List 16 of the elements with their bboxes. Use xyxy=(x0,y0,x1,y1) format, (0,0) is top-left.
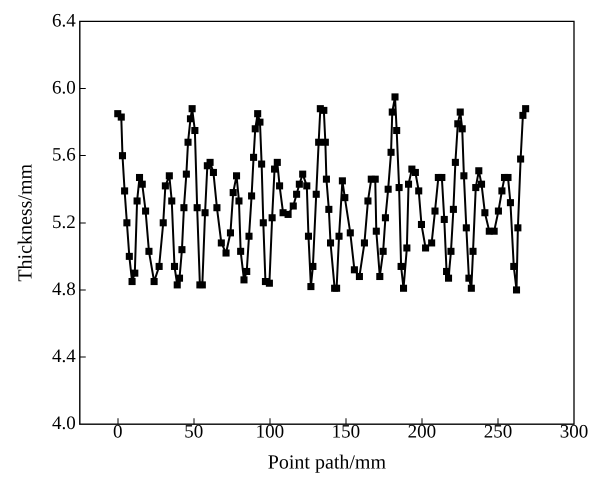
y-tick-label: 4.4 xyxy=(52,346,76,368)
y-tick-label: 4.0 xyxy=(52,413,76,434)
y-tick-label: 5.2 xyxy=(52,212,76,233)
x-tick-label: 250 xyxy=(484,422,512,443)
x-tick-label: 100 xyxy=(256,422,284,443)
x-tick-label: 150 xyxy=(332,422,360,443)
y-tick-label: 4.8 xyxy=(52,278,76,300)
x-axis-title: Point path/mm xyxy=(268,451,386,474)
y-tick-label: 6.4 xyxy=(52,10,76,32)
y-axis-title: Thickness/mm xyxy=(14,163,36,282)
x-tick-label: 0 xyxy=(113,422,123,443)
x-tick-label: 300 xyxy=(560,422,588,443)
x-tick-label: 50 xyxy=(184,422,204,443)
x-tick-label: 200 xyxy=(408,422,436,443)
y-tick-label: 6.0 xyxy=(52,78,76,99)
y-tick-label: 5.6 xyxy=(52,144,76,166)
